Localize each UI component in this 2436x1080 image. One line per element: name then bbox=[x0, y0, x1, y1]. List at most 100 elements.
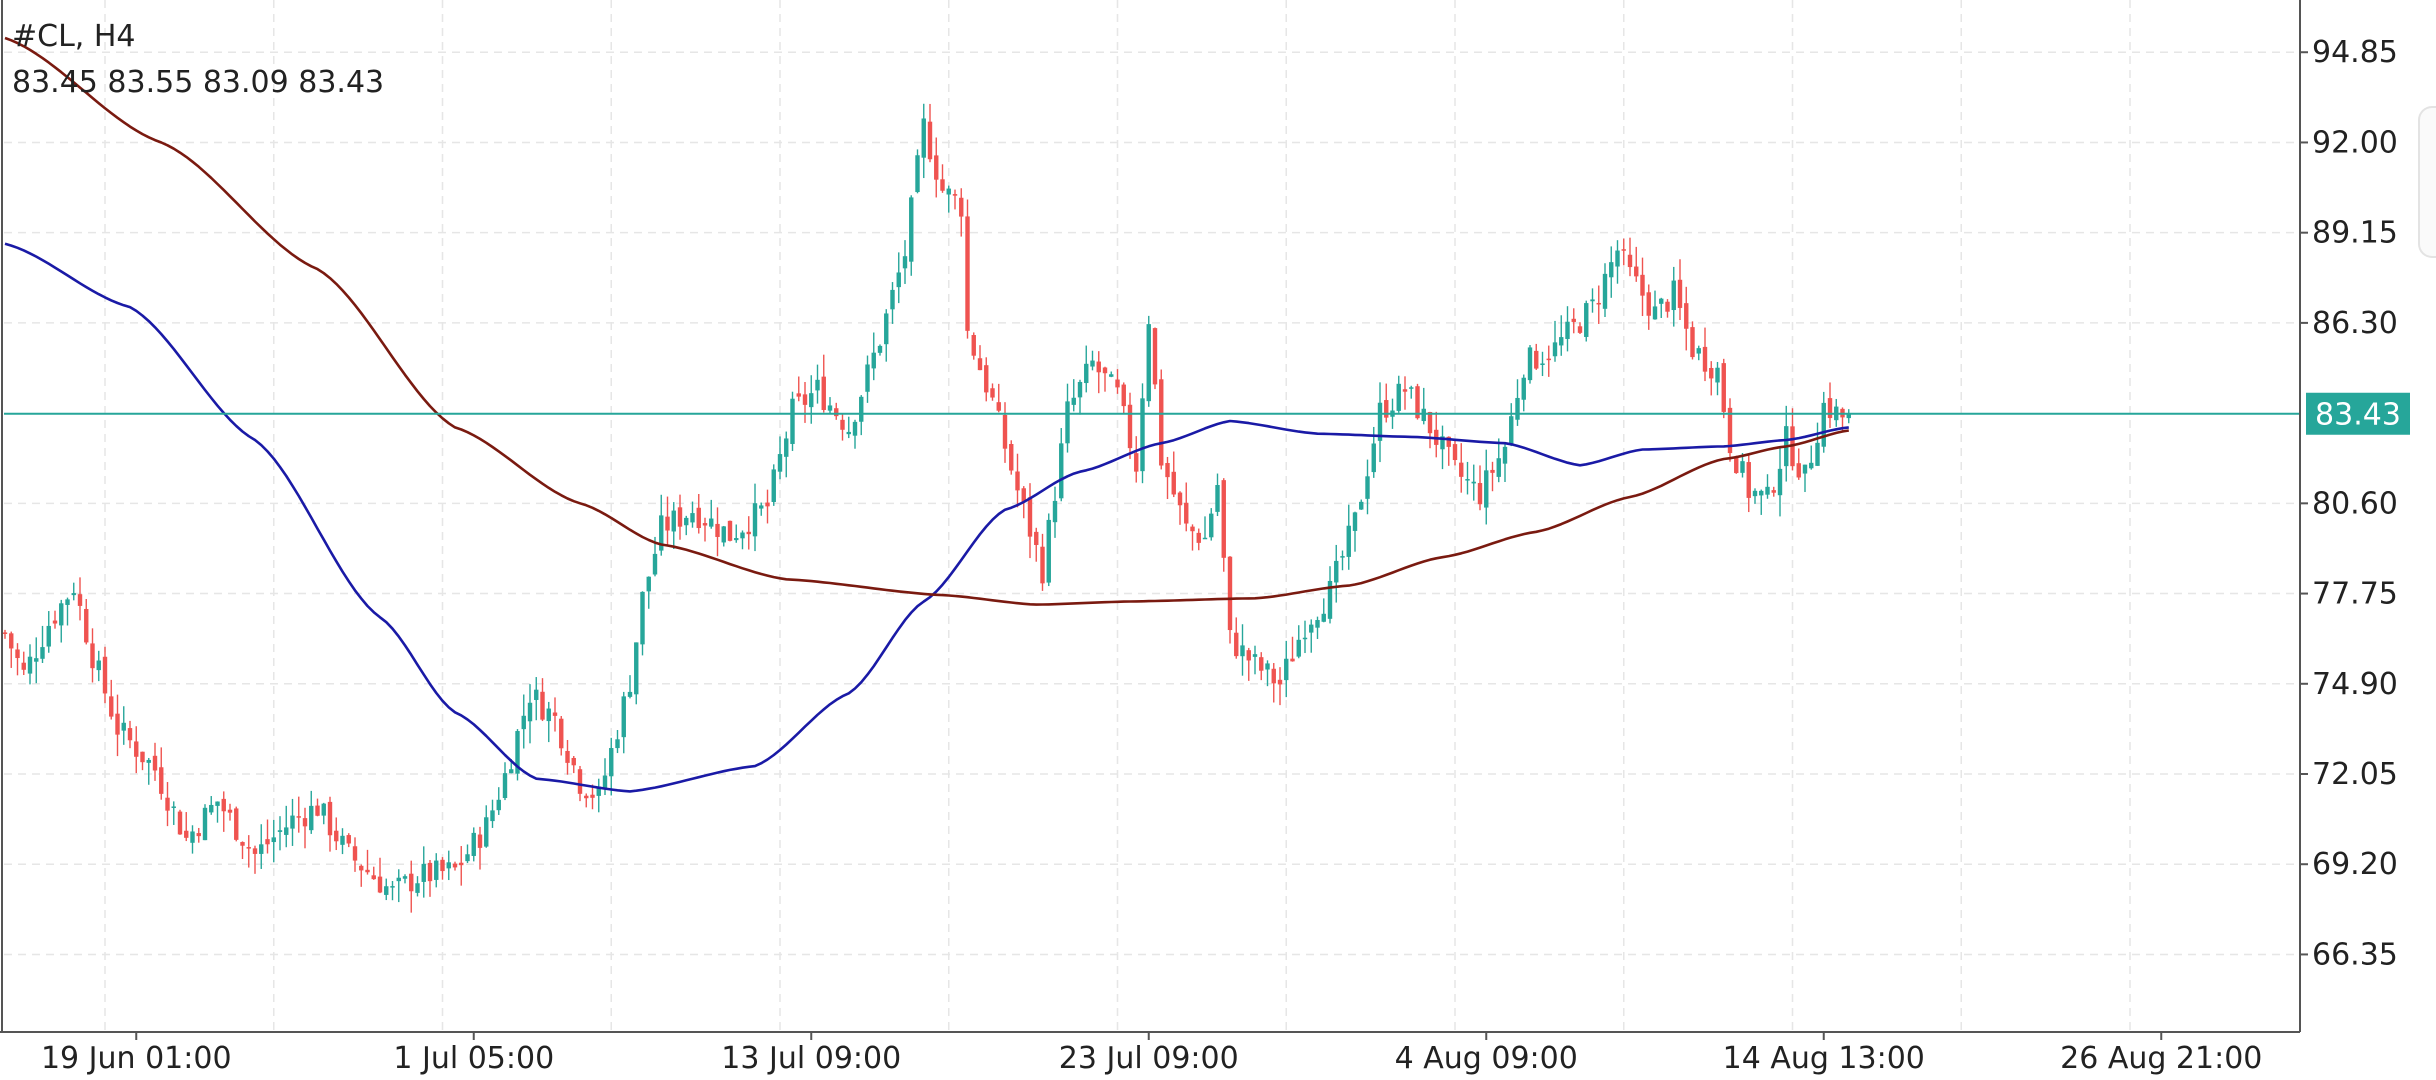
candle-up bbox=[609, 748, 614, 777]
candle-up bbox=[146, 759, 151, 763]
plot-area[interactable] bbox=[0, 0, 2300, 1032]
candle-down bbox=[665, 516, 670, 531]
candle-up bbox=[96, 660, 101, 671]
candle-down bbox=[1534, 350, 1539, 369]
candle-down bbox=[134, 741, 139, 757]
candle-down bbox=[1646, 292, 1651, 316]
candle-down bbox=[715, 523, 720, 537]
y-axis[interactable]: 94.85 92.00 89.15 86.30 80.60 77.75 74.90 72.05… bbox=[2300, 35, 2398, 972]
candle-down bbox=[315, 805, 320, 816]
candle-down bbox=[565, 750, 570, 763]
candle-up bbox=[1440, 436, 1445, 450]
candle-up bbox=[402, 876, 408, 879]
candle-down bbox=[1290, 658, 1295, 662]
candle-up bbox=[1815, 442, 1820, 466]
candle-down bbox=[927, 121, 933, 160]
candle-down bbox=[1771, 490, 1776, 493]
candle-down bbox=[240, 842, 245, 846]
candle-down bbox=[984, 365, 989, 393]
candle-down bbox=[152, 755, 158, 771]
candle-up bbox=[171, 806, 176, 808]
candle-up bbox=[646, 576, 651, 592]
candle-up bbox=[434, 860, 439, 880]
candle-down bbox=[821, 376, 826, 410]
candle-down bbox=[371, 875, 376, 880]
moving-average-fast-line bbox=[4, 242, 1849, 793]
candle-up bbox=[815, 379, 820, 391]
candle-down bbox=[840, 419, 845, 430]
candle-down bbox=[334, 830, 339, 842]
candle-down bbox=[377, 876, 383, 893]
candle-down bbox=[1577, 326, 1583, 333]
candle-up bbox=[59, 603, 64, 626]
candle-down bbox=[1709, 367, 1714, 379]
y-tick-label: 69.20 bbox=[2312, 847, 2398, 882]
candle-up bbox=[1652, 306, 1658, 320]
candle-up bbox=[309, 805, 314, 831]
candle-down bbox=[21, 662, 26, 670]
candle-up bbox=[1590, 299, 1595, 302]
candle-up bbox=[1521, 377, 1526, 400]
candle-up bbox=[202, 807, 208, 841]
candle-up bbox=[34, 658, 39, 662]
candle-up bbox=[446, 862, 451, 869]
candle-down bbox=[440, 859, 445, 872]
candle-up bbox=[1084, 363, 1089, 384]
candle-up bbox=[1671, 280, 1676, 311]
candle-up bbox=[277, 830, 283, 832]
candle-down bbox=[1415, 386, 1420, 419]
candle-down bbox=[1127, 404, 1133, 449]
candle-down bbox=[584, 795, 589, 799]
candle-up bbox=[1359, 501, 1364, 510]
candle-down bbox=[1727, 407, 1733, 454]
x-tick-label: 19 Jun 01:00 bbox=[41, 1041, 232, 1076]
side-panel-handle[interactable] bbox=[2418, 106, 2436, 258]
candle-down bbox=[971, 335, 976, 356]
candle-up bbox=[865, 364, 870, 392]
candle-up bbox=[1302, 637, 1308, 640]
x-axis[interactable]: 19 Jun 01:00 1 Jul 05:00 13 Jul 09:00 23 Ju… bbox=[41, 1032, 2262, 1076]
candle-down bbox=[15, 649, 20, 659]
candle-down bbox=[409, 873, 414, 892]
x-tick-label: 14 Aug 13:00 bbox=[1723, 1041, 1925, 1076]
candle-down bbox=[1152, 328, 1158, 385]
candle-up bbox=[496, 799, 501, 811]
candle-up bbox=[771, 469, 776, 502]
candle-down bbox=[552, 712, 558, 716]
candle-up bbox=[1584, 303, 1589, 337]
candle-down bbox=[265, 839, 270, 845]
candle-up bbox=[1377, 402, 1383, 441]
candle-up bbox=[890, 289, 895, 310]
x-tick-label: 13 Jul 09:00 bbox=[721, 1041, 901, 1076]
candle-up bbox=[1821, 402, 1826, 447]
candle-down bbox=[452, 863, 458, 868]
symbol-timeframe-label: #CL, H4 bbox=[12, 19, 136, 54]
candle-up bbox=[1265, 663, 1270, 670]
candle-down bbox=[1171, 471, 1176, 495]
candle-up bbox=[1146, 324, 1151, 402]
candle-up bbox=[1252, 654, 1258, 657]
candle-up bbox=[40, 647, 45, 659]
candle-up bbox=[1346, 525, 1351, 557]
candle-up bbox=[1509, 416, 1514, 445]
candle-up bbox=[877, 345, 883, 353]
y-tick-label: 66.35 bbox=[2312, 937, 2398, 972]
candle-up bbox=[640, 591, 645, 645]
y-tick-label: 86.30 bbox=[2312, 306, 2398, 341]
candle-up bbox=[546, 708, 551, 722]
candle-up bbox=[490, 810, 495, 822]
candle-up bbox=[1371, 443, 1376, 473]
current-price-tag: 83.43 bbox=[2306, 392, 2410, 435]
y-tick-label: 74.90 bbox=[2312, 667, 2398, 702]
y-tick-label: 72.05 bbox=[2312, 757, 2398, 792]
candle-down bbox=[1665, 301, 1670, 312]
candle-down bbox=[965, 216, 970, 331]
candle-up bbox=[1602, 273, 1608, 309]
candle-up bbox=[215, 801, 220, 806]
candle-up bbox=[259, 844, 264, 854]
candle-down bbox=[365, 869, 370, 873]
candle-down bbox=[1546, 358, 1551, 361]
candle-up bbox=[1752, 490, 1758, 497]
candle-down bbox=[1796, 463, 1801, 478]
